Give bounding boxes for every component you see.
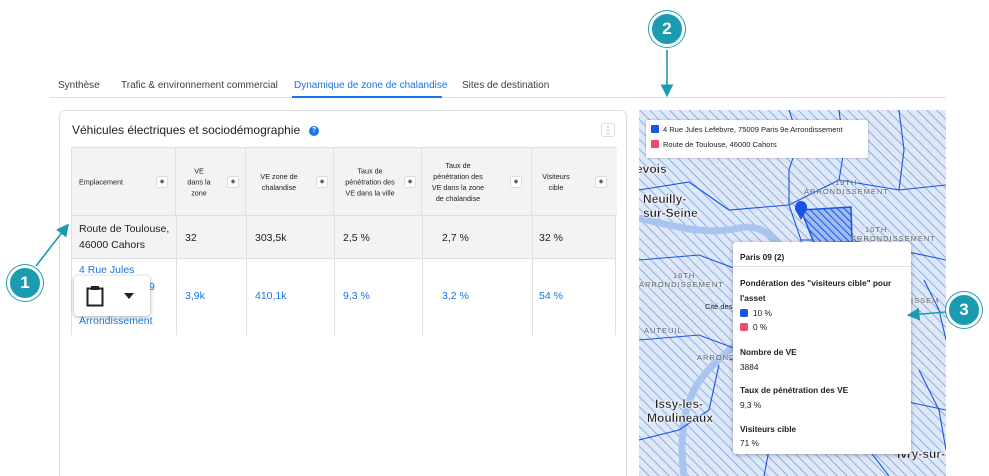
header-ve-chalandise: VE zone de chalandise ◆	[246, 148, 334, 216]
ev-table: Emplacement ◆ VE dans la zone ◆ VE zone …	[71, 147, 617, 335]
cell-taux-ville: 2,5 %	[343, 232, 370, 244]
legend-swatch	[740, 323, 748, 331]
cell-visiteurs[interactable]: 54 %	[539, 290, 563, 302]
sort-icon[interactable]: ◆	[404, 175, 416, 188]
map-label: ARRONDISSEMENT	[804, 187, 889, 196]
map-label: evois	[639, 162, 667, 176]
divider	[733, 266, 911, 267]
callout-badge-1: 1	[7, 265, 43, 301]
cell-location-link[interactable]: 4 Rue Jules	[79, 264, 135, 276]
header-taux-zone: Taux de pénétration des VE dans la zone …	[422, 148, 532, 216]
map-label: AUTEUIL	[644, 326, 683, 335]
divider	[246, 216, 247, 335]
active-tab-indicator	[292, 96, 442, 98]
callout-badge-2: 2	[649, 11, 685, 47]
tooltip-weight-title: Pondération des "visiteurs cible" pour	[740, 278, 892, 288]
cell-location: Route de Toulouse, 46000 Cahors	[79, 223, 170, 251]
cell-ve-chalandise[interactable]: 410,1k	[255, 290, 287, 302]
clipboard-icon[interactable]	[86, 285, 104, 307]
tab-synthese[interactable]: Synthèse	[58, 80, 100, 91]
header-visiteurs: Visiteurs cible ◆	[532, 148, 617, 216]
map-label: sur-Seine	[643, 206, 698, 220]
tab-dynamique[interactable]: Dynamique de zone de chalandise	[294, 80, 448, 91]
header-emplacement: Emplacement ◆	[72, 148, 176, 216]
tab-trafic[interactable]: Trafic & environnement commercial	[121, 80, 278, 91]
tooltip-weight-title: l'asset	[740, 293, 766, 303]
map-legend: 4 Rue Jules Lefebvre, 75009 Paris 9e Arr…	[646, 120, 868, 158]
tooltip-weight-item: 0 %	[740, 322, 767, 332]
map-label: ARRONDISSEMENT	[851, 234, 936, 243]
sort-icon[interactable]: ◆	[510, 175, 522, 188]
legend-swatch	[651, 140, 659, 148]
divider	[176, 216, 177, 335]
divider	[532, 216, 533, 335]
divider	[422, 216, 423, 335]
tooltip-value: 71 %	[740, 438, 759, 448]
map-label: ARRONDISSEME	[697, 353, 770, 362]
map-label: ISSEM	[911, 296, 940, 305]
more-options-icon[interactable]: ⋮	[601, 123, 615, 137]
legend-item: 4 Rue Jules Lefebvre, 75009 Paris 9e Arr…	[651, 125, 843, 134]
map-label: 10TH	[865, 225, 888, 234]
map-label: ARRONDISSEMENT	[639, 280, 724, 289]
map-tooltip: Paris 09 (2) Pondération des "visiteurs …	[733, 242, 911, 454]
tab-sites[interactable]: Sites de destination	[462, 80, 550, 91]
table-row[interactable]: 4 Rue Jules 9 Arrondissement 3,9k 410,1k…	[72, 259, 615, 335]
table-row[interactable]: Route de Toulouse, 46000 Cahors 32 303,5…	[72, 216, 615, 259]
map-label: Cité des	[705, 302, 733, 311]
map-label: 16TH	[673, 271, 696, 280]
divider	[334, 216, 335, 335]
tooltip-value: 3884	[740, 362, 759, 372]
tab-bar: Synthèse Trafic & environnement commerci…	[50, 72, 946, 98]
tooltip-value: 9,3 %	[740, 400, 762, 410]
tooltip-label: Nombre de VE	[740, 347, 797, 357]
header-ve-zone: VE dans la zone ◆	[176, 148, 246, 216]
cell-location-link-part[interactable]: Arrondissement	[79, 315, 153, 327]
tooltip-weight-item: 10 %	[740, 308, 772, 318]
cell-ve-chalandise: 303,5k	[255, 232, 287, 244]
callout-badge-3: 3	[946, 292, 982, 328]
card-title: Véhicules électriques et sociodémographi…	[72, 123, 301, 137]
sort-icon[interactable]: ◆	[316, 175, 328, 188]
map-label: Neuilly-	[643, 192, 687, 206]
legend-item: Route de Toulouse, 46000 Cahors	[651, 140, 777, 149]
cell-taux-zone: 2,7 %	[442, 232, 469, 244]
cell-location-link-part[interactable]: 9	[149, 281, 155, 293]
legend-swatch	[740, 309, 748, 317]
ev-card: Véhicules électriques et sociodémographi…	[59, 110, 627, 476]
cell-taux-zone[interactable]: 3,2 %	[442, 290, 469, 302]
cell-visiteurs: 32 %	[539, 232, 563, 244]
copy-popover[interactable]	[74, 276, 150, 316]
cell-ve-zone[interactable]: 3,9k	[185, 290, 205, 302]
sort-icon[interactable]: ◆	[595, 175, 607, 188]
sort-icon[interactable]: ◆	[156, 175, 168, 188]
help-icon[interactable]: ?	[309, 126, 319, 136]
cell-ve-zone: 32	[185, 232, 197, 244]
cell-taux-ville[interactable]: 9,3 %	[343, 290, 370, 302]
map-label: 19TH	[835, 178, 858, 187]
sort-icon[interactable]: ◆	[227, 175, 239, 188]
legend-swatch	[651, 125, 659, 133]
tooltip-title: Paris 09 (2)	[740, 252, 785, 262]
tooltip-label: Taux de pénétration des VE	[740, 385, 849, 395]
map-label: Issy-les-	[655, 397, 704, 411]
header-taux-ville: Taux de pénétration des VE dans la ville…	[334, 148, 422, 216]
tooltip-label: Visiteurs cible	[740, 424, 797, 434]
chevron-down-icon[interactable]	[124, 293, 134, 299]
map-label: Moulineaux	[647, 411, 714, 425]
